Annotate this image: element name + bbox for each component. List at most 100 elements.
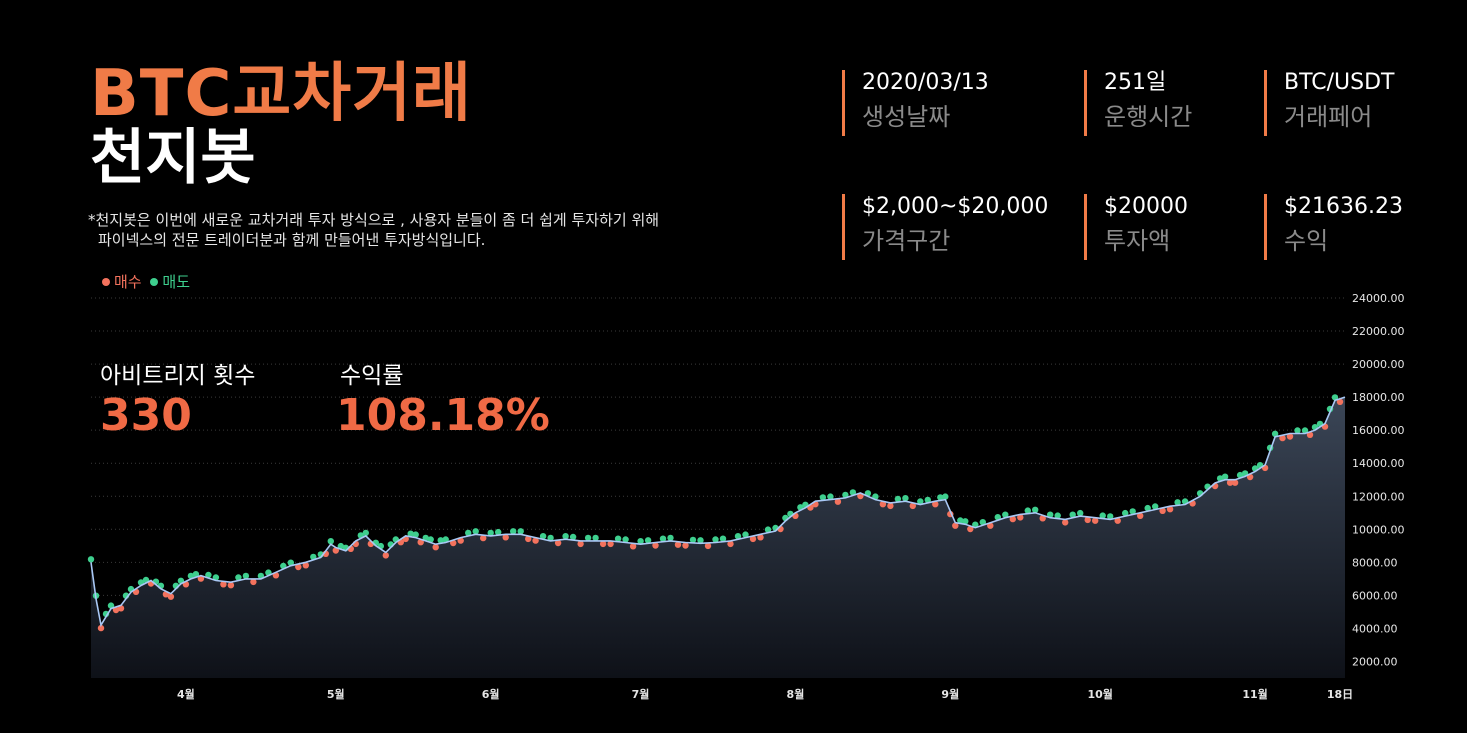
buy-marker <box>1286 433 1294 440</box>
sell-marker <box>849 489 857 496</box>
sell-marker <box>712 536 719 543</box>
stat-label: 생성날짜 <box>862 103 951 131</box>
y-tick-label: 16000.00 <box>1352 424 1405 437</box>
sell-marker <box>1002 511 1009 518</box>
x-tick-label: 6월 <box>482 687 500 701</box>
sell-marker <box>994 514 1001 521</box>
buy-marker <box>302 562 309 569</box>
sell-marker <box>734 533 742 540</box>
buy-marker <box>1039 515 1046 522</box>
stat-label: 거래페어 <box>1284 103 1373 131</box>
sell-marker <box>1174 499 1181 506</box>
sell-marker <box>1122 509 1129 517</box>
sell-marker <box>422 534 429 542</box>
buy-marker <box>1159 507 1166 514</box>
sell-marker <box>1294 427 1301 434</box>
buy-marker <box>1137 512 1144 519</box>
buy-marker <box>1226 479 1234 486</box>
sell-marker <box>212 574 220 581</box>
sell-marker <box>487 529 494 537</box>
stat-value: 2020/03/13 <box>862 70 989 95</box>
buy-marker <box>97 624 105 632</box>
sell-marker <box>894 495 902 503</box>
buy-marker <box>525 535 532 543</box>
x-tick-label: 11월 <box>1242 687 1267 701</box>
buy-marker <box>1092 517 1099 524</box>
sell-marker <box>689 536 697 544</box>
sell-marker <box>287 559 294 566</box>
sell-marker <box>107 602 115 609</box>
sell-marker <box>337 542 344 550</box>
sell-marker <box>659 535 667 542</box>
buy-dot-icon <box>102 277 110 286</box>
sell-marker <box>1047 511 1054 518</box>
legend-buy: 매수 <box>102 273 142 291</box>
sell-marker <box>510 528 517 535</box>
sell-marker <box>827 493 834 500</box>
stat-run-time: 251일 운행시간 <box>1084 70 1192 136</box>
stat-trading-pair: BTC/USDT 거래페어 <box>1264 70 1394 136</box>
buy-marker <box>599 540 607 548</box>
sell-marker <box>979 519 986 526</box>
sell-marker <box>637 538 644 545</box>
sell-marker <box>205 571 212 579</box>
sell-marker <box>584 534 592 542</box>
sell-marker <box>495 528 502 536</box>
sell-marker <box>644 537 652 544</box>
sell-marker <box>924 496 931 504</box>
sell-marker <box>327 538 334 545</box>
buy-marker <box>1017 514 1024 521</box>
stat-investment: $20000 투자액 <box>1084 194 1188 260</box>
sell-marker <box>1331 394 1339 401</box>
sell-marker <box>697 537 704 544</box>
buy-marker <box>674 541 682 548</box>
x-tick-label: 10월 <box>1087 687 1112 701</box>
sell-marker <box>569 533 577 541</box>
y-tick-label: 10000.00 <box>1352 523 1405 536</box>
sell-marker <box>517 528 524 535</box>
sell-marker <box>1054 512 1061 519</box>
buy-marker <box>834 498 842 505</box>
sell-marker <box>1069 511 1076 518</box>
buy-marker <box>967 525 974 533</box>
sell-marker <box>562 533 569 540</box>
description-line1: *천지봇은 이번에 새로운 교차거래 투자 방식으로 , 사용자 분들이 좀 더… <box>88 211 660 229</box>
sell-marker <box>1152 503 1159 510</box>
buy-marker <box>117 605 125 612</box>
buy-marker <box>1166 506 1174 513</box>
buy-marker <box>1114 517 1121 524</box>
y-tick-label: 4000.00 <box>1352 622 1398 635</box>
buy-marker <box>629 543 637 550</box>
sell-marker <box>1129 508 1136 515</box>
sell-marker <box>1099 512 1106 519</box>
sell-marker <box>539 533 547 540</box>
sell-marker <box>427 536 434 543</box>
sell-marker <box>242 572 250 580</box>
sell-marker <box>667 534 674 542</box>
x-tick-label: 9월 <box>941 687 959 701</box>
y-tick-label: 22000.00 <box>1352 325 1405 338</box>
buy-marker <box>577 540 584 548</box>
stat-label: 운행시간 <box>1104 103 1193 131</box>
buy-marker <box>457 537 464 544</box>
sell-marker <box>819 494 827 501</box>
legend-sell-label: 매도 <box>162 273 190 291</box>
sell-marker <box>187 572 195 580</box>
sell-marker <box>407 530 414 537</box>
sell-marker <box>1301 427 1309 434</box>
sell-marker <box>1144 504 1151 512</box>
stat-label: 가격구간 <box>862 227 951 255</box>
sell-marker <box>742 531 749 538</box>
sell-marker <box>622 536 629 543</box>
return-rate-label: 수익률 <box>340 363 404 389</box>
buy-marker <box>1062 519 1069 526</box>
sell-marker <box>442 536 449 543</box>
sell-marker <box>957 517 964 524</box>
sell-marker <box>764 526 772 533</box>
price-line <box>90 396 1346 628</box>
chart-legend: 매수 매도 <box>102 271 190 292</box>
buy-marker <box>1084 516 1091 524</box>
price-area <box>91 397 1345 678</box>
y-tick-label: 6000.00 <box>1352 589 1398 602</box>
stat-price-range: $2,000~$20,000 가격구간 <box>842 194 1048 260</box>
